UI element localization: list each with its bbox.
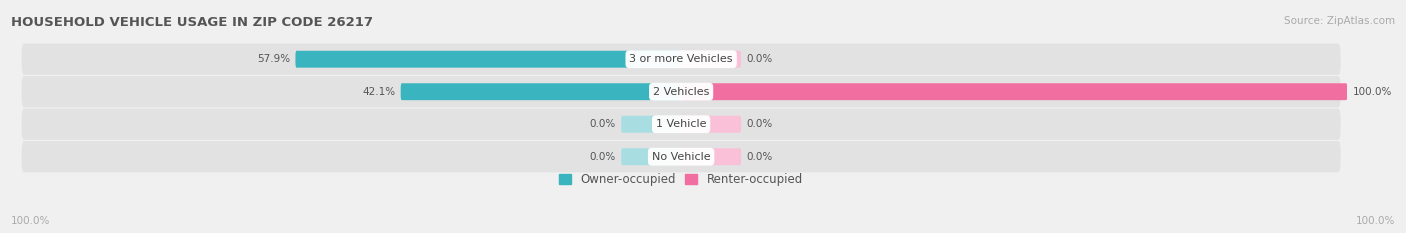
Text: 0.0%: 0.0% bbox=[589, 119, 616, 129]
Text: 0.0%: 0.0% bbox=[589, 152, 616, 162]
FancyBboxPatch shape bbox=[21, 109, 1340, 140]
FancyBboxPatch shape bbox=[295, 51, 681, 68]
FancyBboxPatch shape bbox=[681, 116, 741, 133]
Text: 42.1%: 42.1% bbox=[363, 87, 395, 97]
Text: Source: ZipAtlas.com: Source: ZipAtlas.com bbox=[1284, 16, 1395, 26]
FancyBboxPatch shape bbox=[21, 76, 1340, 107]
FancyBboxPatch shape bbox=[21, 44, 1340, 75]
Text: 57.9%: 57.9% bbox=[257, 54, 290, 64]
FancyBboxPatch shape bbox=[681, 51, 741, 68]
FancyBboxPatch shape bbox=[401, 83, 681, 100]
Text: HOUSEHOLD VEHICLE USAGE IN ZIP CODE 26217: HOUSEHOLD VEHICLE USAGE IN ZIP CODE 2621… bbox=[11, 16, 373, 29]
Text: No Vehicle: No Vehicle bbox=[652, 152, 710, 162]
Text: 100.0%: 100.0% bbox=[1355, 216, 1395, 226]
Text: 3 or more Vehicles: 3 or more Vehicles bbox=[630, 54, 733, 64]
FancyBboxPatch shape bbox=[681, 148, 741, 165]
Text: 1 Vehicle: 1 Vehicle bbox=[655, 119, 706, 129]
FancyBboxPatch shape bbox=[681, 83, 1347, 100]
Text: 0.0%: 0.0% bbox=[747, 152, 773, 162]
Text: 2 Vehicles: 2 Vehicles bbox=[652, 87, 709, 97]
Text: 0.0%: 0.0% bbox=[747, 54, 773, 64]
Legend: Owner-occupied, Renter-occupied: Owner-occupied, Renter-occupied bbox=[554, 168, 807, 190]
Text: 100.0%: 100.0% bbox=[1353, 87, 1392, 97]
Text: 0.0%: 0.0% bbox=[747, 119, 773, 129]
FancyBboxPatch shape bbox=[21, 141, 1340, 172]
FancyBboxPatch shape bbox=[621, 148, 681, 165]
FancyBboxPatch shape bbox=[621, 116, 681, 133]
Text: 100.0%: 100.0% bbox=[11, 216, 51, 226]
